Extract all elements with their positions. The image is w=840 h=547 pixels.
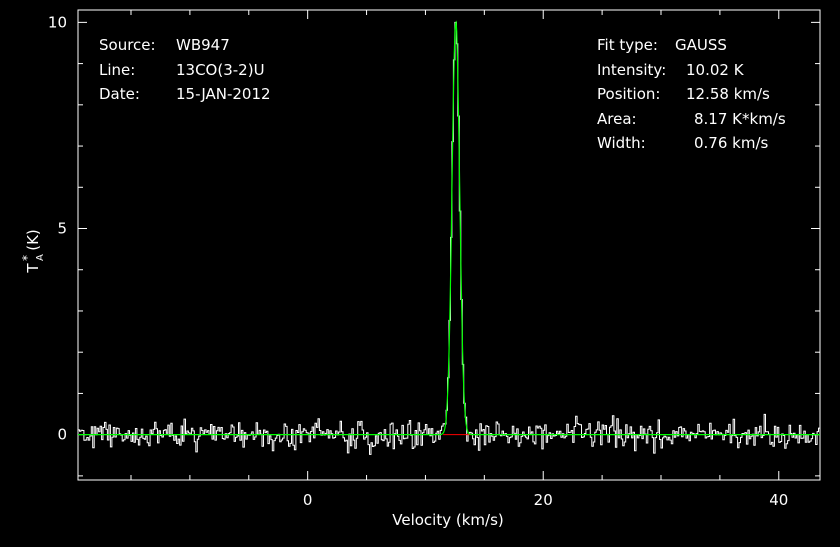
y-axis-label-subscript: A [35,254,46,261]
y-tick-label: 0 [57,426,67,444]
axis-tick-labels: 0 20 40 0 5 10 [48,13,788,509]
info-width-key: Width: [597,134,646,152]
info-date-value: 15-JAN-2012 [176,85,271,103]
y-tick-label: 10 [48,13,67,31]
fit-info-block: Fit type: GAUSS Intensity: 10.02 K Posit… [597,36,786,152]
info-fittype-value: GAUSS [675,36,727,54]
y-axis-label-symbol: T [24,263,42,274]
source-info-block: Source: WB947 Line: 13CO(3-2)U Date: 15-… [99,36,271,103]
x-axis-label: Velocity (km/s) [392,511,503,529]
info-position-value: 12.58 km/s [686,85,770,103]
y-axis-label-superscript: * [20,255,34,261]
info-source-key: Source: [99,36,156,54]
plot-frame [77,9,821,481]
gaussian-fit-line [78,20,820,436]
info-source-value: WB947 [176,36,230,54]
x-tick-label: 0 [303,491,313,509]
info-position-key: Position: [597,85,660,103]
observed-spectrum-histogram [78,21,820,455]
y-axis-label: T A * (K) [20,229,46,273]
y-axis-label-unit: (K) [24,229,42,251]
info-intensity-key: Intensity: [597,61,666,79]
info-date-key: Date: [99,85,140,103]
x-tick-label: 20 [534,491,553,509]
y-tick-label: 5 [57,220,67,238]
x-tick-label: 40 [769,491,788,509]
axis-ticks [78,10,820,480]
info-area-value: 8.17 K*km/s [694,110,786,128]
info-fittype-key: Fit type: [597,36,658,54]
info-width-value: 0.76 km/s [694,134,769,152]
info-intensity-value: 10.02 K [686,61,745,79]
info-area-key: Area: [597,110,637,128]
info-line-key: Line: [99,61,135,79]
info-line-value: 13CO(3-2)U [176,61,265,79]
